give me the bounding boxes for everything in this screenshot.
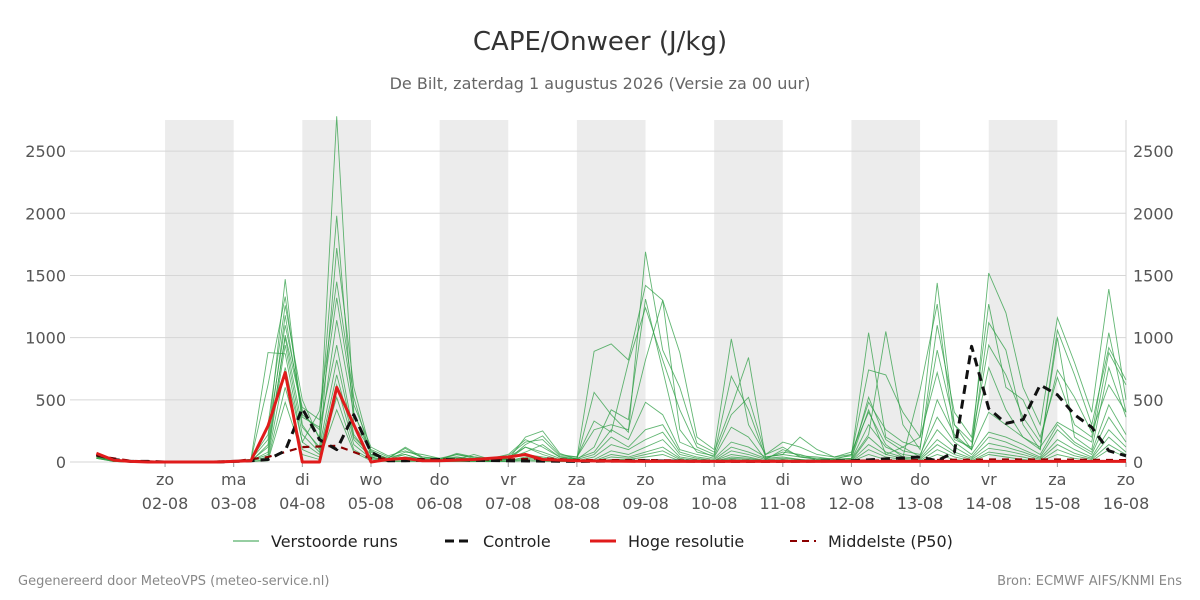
legend-item-perturbed-label: Verstoorde runs xyxy=(271,532,398,551)
x-tick-day: di xyxy=(295,470,310,489)
x-tick-day: vr xyxy=(981,470,997,489)
shaded-day-band xyxy=(165,120,234,462)
x-tick-date: 02-08 xyxy=(142,494,189,513)
x-tick-day: zo xyxy=(156,470,174,489)
x-tick-day: za xyxy=(1048,470,1066,489)
y-tick-label-right: 2500 xyxy=(1133,142,1174,161)
y-tick-label-right: 500 xyxy=(1133,391,1164,410)
y-tick-label-right: 2000 xyxy=(1133,204,1174,223)
weekend-bands xyxy=(165,120,1058,462)
footer-source: Bron: ECMWF AIFS/KNMI Ens xyxy=(997,574,1182,589)
y-tick-label-left: 0 xyxy=(56,453,66,472)
perturbed-run-line xyxy=(96,297,1127,463)
y-tick-label-left: 1000 xyxy=(25,329,66,348)
x-tick-date: 08-08 xyxy=(554,494,601,513)
x-tick-day: do xyxy=(910,470,930,489)
chart-title: CAPE/Onweer (J/kg) xyxy=(473,27,727,57)
x-tick-date: 13-08 xyxy=(897,494,944,513)
x-tick-day: wo xyxy=(840,470,863,489)
x-tick-date: 12-08 xyxy=(828,494,875,513)
x-tick-date: 16-08 xyxy=(1103,494,1150,513)
y-axis-left: 0 500 1000 1500 2000 2500 xyxy=(25,142,66,472)
shaded-day-band xyxy=(302,120,371,462)
legend-item-control-label: Controle xyxy=(483,532,551,551)
x-tick-day: do xyxy=(430,470,450,489)
x-tick-date: 06-08 xyxy=(416,494,463,513)
x-tick-date: 10-08 xyxy=(691,494,738,513)
footer-generator: Gegenereerd door MeteoVPS (meteo-service… xyxy=(18,574,329,589)
x-tick-day: ma xyxy=(701,470,726,489)
shaded-day-band xyxy=(439,120,509,462)
x-tick-date: 14-08 xyxy=(965,494,1012,513)
chart-subtitle: De Bilt, zaterdag 1 augustus 2026 (Versi… xyxy=(390,74,811,93)
x-tick-date: 04-08 xyxy=(279,494,326,513)
y-tick-label-right: 1500 xyxy=(1133,266,1174,285)
legend: Verstoorde runs Controle Hoge resolutie Mid… xyxy=(233,532,953,551)
y-tick-label-left: 500 xyxy=(35,391,66,410)
x-axis: zo 02-08 ma 03-08 di 04-08 wo 05-08 do 06-08 vr 07-… xyxy=(142,462,1149,513)
x-tick-date: 03-08 xyxy=(210,494,257,513)
y-axis-right: 0 500 1000 1500 2000 2500 xyxy=(1133,142,1174,472)
shaded-day-band xyxy=(988,120,1058,462)
x-tick-day: za xyxy=(568,470,586,489)
x-tick-day: wo xyxy=(360,470,383,489)
x-tick-date: 09-08 xyxy=(622,494,669,513)
y-tick-label-left: 2500 xyxy=(25,142,66,161)
x-tick-date: 07-08 xyxy=(485,494,532,513)
y-tick-label-right: 0 xyxy=(1133,453,1143,472)
x-tick-day: zo xyxy=(636,470,654,489)
x-tick-day: vr xyxy=(500,470,516,489)
x-tick-day: ma xyxy=(221,470,246,489)
legend-item-high-res-label: Hoge resolutie xyxy=(628,532,744,551)
high-res-line xyxy=(95,371,1126,464)
x-tick-date: 11-08 xyxy=(760,494,807,513)
shaded-day-band xyxy=(851,120,921,462)
y-tick-label-left: 2000 xyxy=(25,204,66,223)
perturbed-run-line xyxy=(96,281,1127,463)
x-tick-day: di xyxy=(776,470,791,489)
legend-item-median-label: Middelste (P50) xyxy=(828,532,953,551)
x-tick-date: 05-08 xyxy=(348,494,395,513)
x-tick-day: zo xyxy=(1117,470,1135,489)
y-tick-label-left: 1500 xyxy=(25,266,66,285)
shaded-day-band xyxy=(714,120,783,462)
x-tick-date: 15-08 xyxy=(1034,494,1081,513)
main-series xyxy=(95,344,1127,464)
perturbed-run-line xyxy=(96,215,1127,463)
y-tick-label-right: 1000 xyxy=(1133,329,1174,348)
